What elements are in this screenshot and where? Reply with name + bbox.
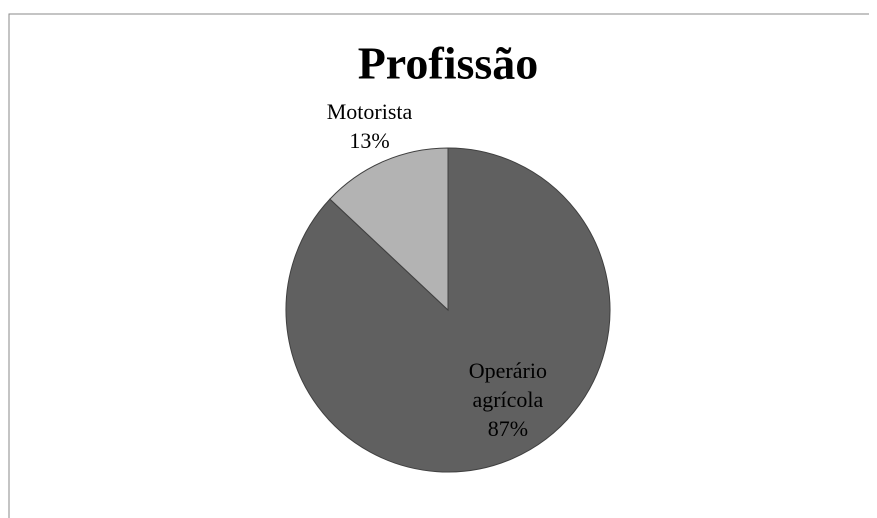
- slice-value-label: 87%: [488, 416, 528, 441]
- chart-title: Profissão: [358, 38, 539, 89]
- slice-label: Motorista 13%: [327, 99, 413, 153]
- slice-category: Motorista: [327, 99, 413, 124]
- pie-slice: [329, 147, 449, 312]
- slice-label: Operário agrícola 87%: [469, 358, 547, 441]
- chart-frame: [8, 13, 869, 518]
- slice-value-label: 13%: [349, 128, 389, 153]
- slice-category: Operário: [469, 358, 547, 383]
- slice-category: agrícola: [472, 387, 543, 412]
